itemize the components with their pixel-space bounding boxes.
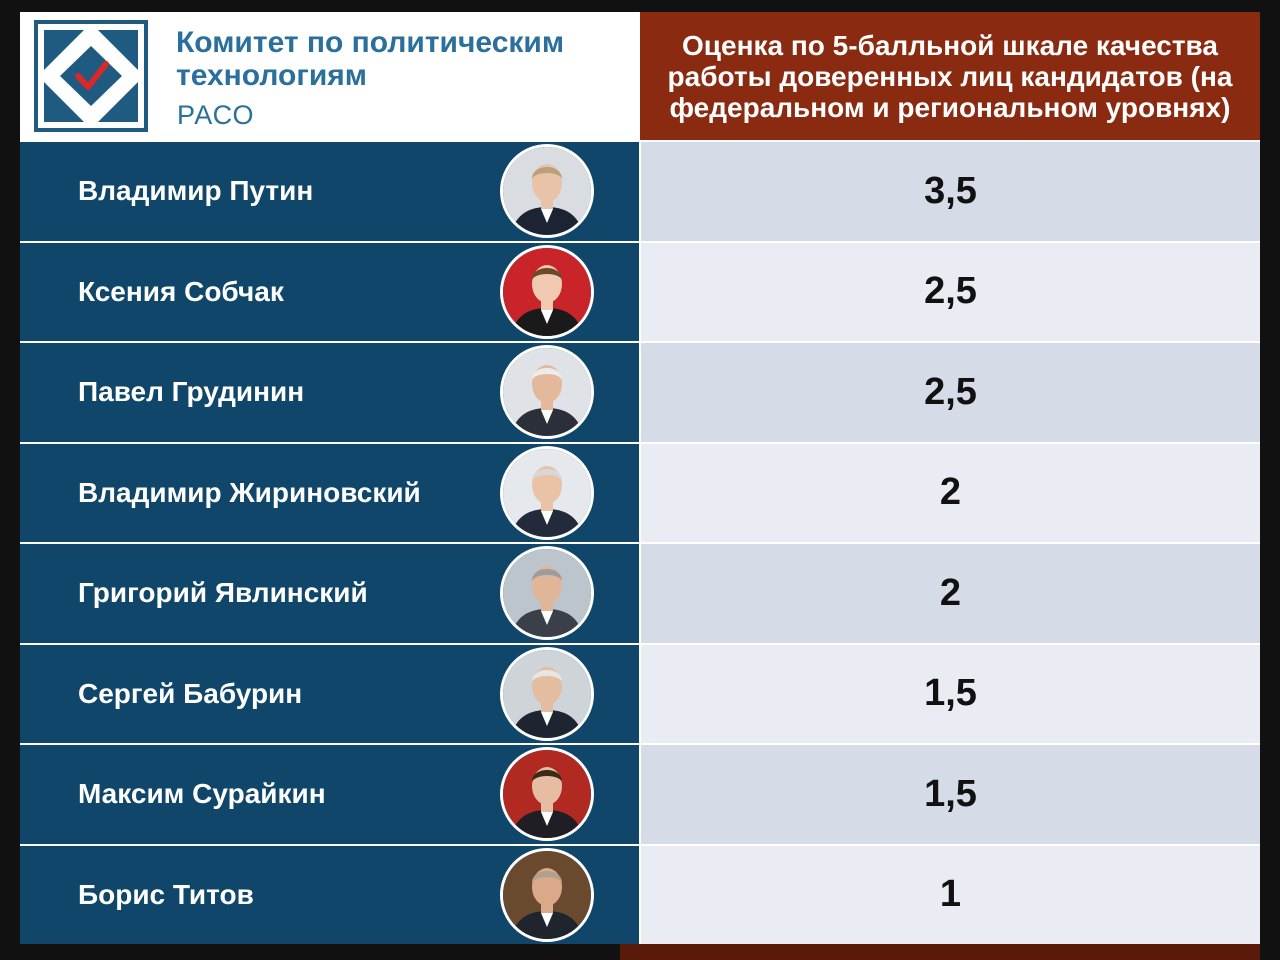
candidate-name: Владимир Путин bbox=[78, 175, 314, 207]
score-value: 1,5 bbox=[641, 745, 1260, 844]
candidate-photo bbox=[500, 747, 594, 842]
candidate-photo bbox=[500, 345, 594, 440]
slide: Комитет по политическим технологиям РАСО… bbox=[20, 12, 1260, 944]
logo-title-line2: технологиям bbox=[176, 59, 367, 92]
logo-title-line1: Комитет по политическим bbox=[176, 26, 565, 59]
candidate-cell: Григорий Явлинский bbox=[20, 544, 639, 643]
logo-area: Комитет по политическим технологиям РАСО bbox=[20, 12, 640, 140]
candidate-cell: Борис Титов bbox=[20, 845, 639, 944]
table-row: Борис Титов 1 bbox=[20, 843, 1260, 944]
candidate-photo bbox=[500, 546, 594, 641]
logo-subtitle: РАСО bbox=[177, 100, 255, 130]
candidate-name: Павел Грудинин bbox=[78, 376, 305, 408]
table-row: Максим Сурайкин 1,5 bbox=[20, 743, 1260, 844]
candidate-cell: Владимир Путин bbox=[20, 142, 639, 241]
committee-logo-icon bbox=[34, 20, 148, 132]
table-row: Сергей Бабурин 1,5 bbox=[20, 642, 1260, 743]
table-row: Павел Грудинин 2,5 bbox=[20, 341, 1260, 442]
score-value: 2,5 bbox=[641, 343, 1260, 442]
candidate-name: Борис Титов bbox=[78, 878, 254, 910]
ratings-table: Владимир Путин 3,5 Ксения Собчак 2,5 Павел Г… bbox=[20, 140, 1260, 944]
candidate-photo bbox=[500, 445, 594, 540]
candidate-name: Ксения Собчак bbox=[78, 275, 284, 307]
candidate-photo bbox=[500, 144, 594, 239]
score-value: 2 bbox=[641, 443, 1260, 542]
bottom-accent-bar bbox=[620, 944, 1260, 960]
candidate-cell: Сергей Бабурин bbox=[20, 644, 639, 743]
candidate-cell: Максим Сурайкин bbox=[20, 745, 639, 844]
candidate-name: Максим Сурайкин bbox=[78, 778, 326, 810]
candidate-photo bbox=[500, 244, 594, 339]
candidate-photo bbox=[500, 847, 594, 942]
candidate-photo bbox=[500, 646, 594, 741]
logo-title: Комитет по политическим технологиям bbox=[176, 26, 564, 92]
candidate-cell: Ксения Собчак bbox=[20, 242, 639, 341]
header: Комитет по политическим технологиям РАСО… bbox=[20, 12, 1260, 140]
score-value: 1,5 bbox=[641, 644, 1260, 743]
table-row: Владимир Путин 3,5 bbox=[20, 140, 1260, 241]
table-row: Григорий Явлинский 2 bbox=[20, 542, 1260, 643]
candidate-name: Григорий Явлинский bbox=[78, 577, 368, 609]
candidate-cell: Павел Грудинин bbox=[20, 343, 639, 442]
score-value: 1 bbox=[641, 845, 1260, 944]
score-value: 2 bbox=[641, 544, 1260, 643]
candidate-name: Сергей Бабурин bbox=[78, 677, 303, 709]
table-row: Владимир Жириновский 2 bbox=[20, 441, 1260, 542]
score-value: 2,5 bbox=[641, 242, 1260, 341]
candidate-name: Владимир Жириновский bbox=[78, 476, 421, 508]
candidate-cell: Владимир Жириновский bbox=[20, 443, 639, 542]
table-row: Ксения Собчак 2,5 bbox=[20, 240, 1260, 341]
score-value: 3,5 bbox=[641, 142, 1260, 241]
header-title: Оценка по 5-балльной шкале качества рабо… bbox=[640, 12, 1260, 140]
